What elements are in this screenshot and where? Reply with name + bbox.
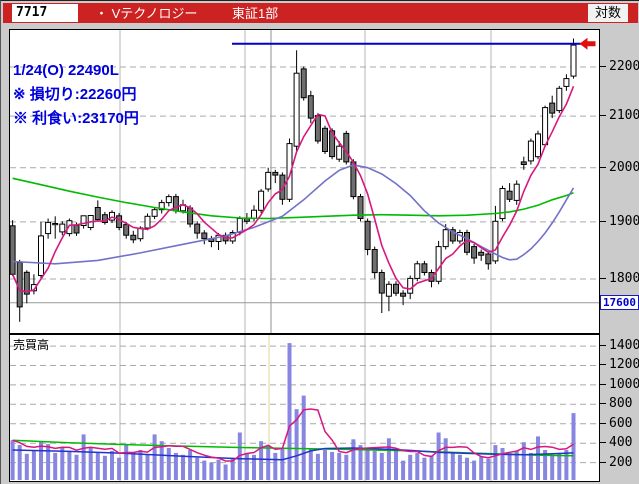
title-bar: 7717 ・ Vテクノロジー 東証1部 対数	[3, 3, 638, 23]
tick-mark	[599, 114, 606, 116]
tick-mark	[599, 363, 606, 365]
bullet-icon: ・	[95, 6, 109, 21]
price-axis-label: 22000	[599, 59, 639, 74]
title-bar-background	[3, 3, 638, 23]
takeprofit-annotation: ※ 利食い:23170円	[13, 110, 139, 127]
volume-axis-label: 1400	[599, 338, 639, 353]
tick-mark	[599, 166, 606, 168]
volume-chart-panel[interactable]	[9, 334, 600, 482]
candlestick-chart	[10, 30, 599, 333]
volume-title: 売買高	[13, 338, 50, 352]
tick-mark	[599, 277, 606, 279]
entry-annotation: 1/24(O) 22490L	[13, 62, 119, 79]
tick-mark	[599, 65, 606, 67]
price-chart-panel[interactable]	[9, 29, 600, 334]
tick-mark	[599, 383, 606, 385]
market-section-label: 東証1部	[232, 6, 279, 21]
stock-name-label: Vテクノロジー	[111, 6, 198, 21]
tick-mark	[599, 441, 606, 443]
volume-axis-label: 400	[599, 435, 632, 450]
log-scale-toggle[interactable]: 対数	[588, 4, 628, 22]
tick-mark	[599, 220, 606, 222]
floor-price-label: 17600	[600, 295, 639, 310]
price-axis-label: 21000	[599, 108, 639, 123]
tick-mark	[599, 402, 606, 404]
trade-annotation: 1/24(O) 22490L ※ 損切り:22260円 ※ 利食い:23170円	[13, 59, 139, 131]
price-axis-label: 19000	[599, 214, 639, 229]
ticker-code: 7717	[12, 4, 78, 22]
tick-mark	[599, 344, 606, 346]
volume-axis-label: 200	[599, 455, 632, 470]
volume-axis-label: 800	[599, 396, 632, 411]
volume-axis-label: 1000	[599, 377, 639, 392]
volume-chart	[10, 335, 599, 481]
tick-mark	[599, 461, 606, 463]
stoploss-annotation: ※ 損切り:22260円	[13, 86, 137, 103]
price-axis-label: 20000	[599, 160, 639, 175]
tick-mark	[599, 422, 606, 424]
volume-axis-label: 600	[599, 416, 632, 431]
stock-name: ・ Vテクノロジー	[95, 5, 198, 22]
price-axis-label: 18000	[599, 271, 639, 286]
volume-axis-label: 1200	[599, 357, 639, 372]
